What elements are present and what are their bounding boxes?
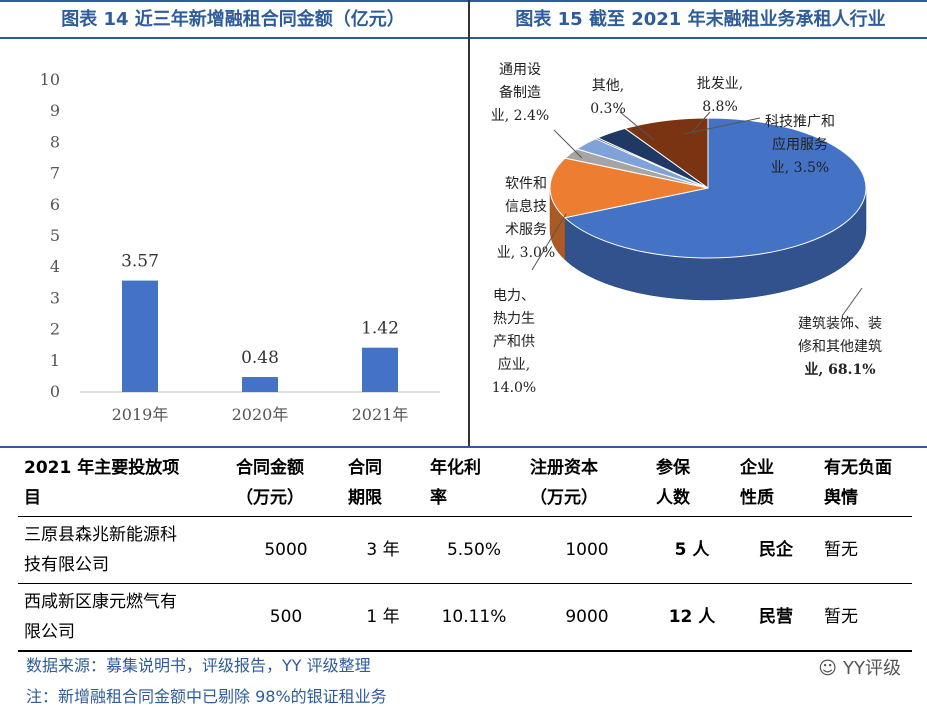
y-tick-label: 1 <box>50 351 60 370</box>
cell-term: 3 年 <box>342 516 424 584</box>
header-project: 2021 年主要投放项目 <box>18 450 230 517</box>
bar <box>242 377 278 392</box>
right-chart-title: 图表 15 截至 2021 年末融租业务承租人行业 <box>515 9 886 30</box>
y-tick-label: 3 <box>50 288 60 307</box>
pie-leader-line <box>531 213 567 271</box>
y-tick-label: 0 <box>50 382 60 401</box>
y-tick-label: 4 <box>50 257 60 276</box>
header-capital: 注册资本 （万元） <box>524 450 650 517</box>
pie-label: 业, 2.4% <box>491 108 549 124</box>
investment-table: 2021 年主要投放项目 合同金额 （万元） 合同 期限 年化利率 注册资本 （万元）… <box>18 450 912 652</box>
pie-leader-line <box>683 117 761 135</box>
pie-label: 8.8% <box>702 99 738 115</box>
cell-nature: 民企 <box>734 516 818 584</box>
exclusion-note: 注：新增融租合同金额中已剔除 98%的银证租业务 <box>26 687 387 706</box>
pie-label: 业, 3.0% <box>497 245 555 261</box>
header-rate: 年化利率 <box>424 450 524 517</box>
y-tick-label: 8 <box>50 132 60 151</box>
pie-slice <box>549 157 709 219</box>
watermark: ☺ YY评级 <box>818 658 901 679</box>
pie-slices <box>549 117 867 259</box>
pie-label: 批发业, <box>697 76 743 92</box>
x-tick-label: 2021年 <box>352 405 409 424</box>
table-header-row: 2021 年主要投放项目 合同金额 （万元） 合同 期限 年化利率 注册资本 （万元）… <box>18 450 912 517</box>
bar-chart: 0 1 2 3 4 5 6 7 8 9 10 3.57 2019年 0.48 2020年 1.42 2021年 <box>40 70 440 424</box>
pie-label: 业, 68.1% <box>804 362 875 378</box>
cell-negative: 暂无 <box>818 583 912 652</box>
pie-leader-line <box>691 111 711 133</box>
x-tick-label: 2020年 <box>232 405 289 424</box>
cell-amount: 5000 <box>230 516 342 584</box>
pie-label: 信息技 <box>505 198 547 215</box>
y-tick-label: 7 <box>50 164 60 183</box>
pie-label: 其他, <box>592 78 624 94</box>
y-tick-label: 10 <box>40 70 60 89</box>
cell-nature: 民营 <box>734 583 818 652</box>
y-tick-label: 6 <box>50 195 60 214</box>
cell-capital: 9000 <box>524 583 650 652</box>
title-rule <box>0 37 927 39</box>
panel-divider <box>468 0 470 448</box>
header-negative: 有无负面 舆情 <box>818 450 912 517</box>
pie-label: 建筑装饰、装 <box>798 316 882 332</box>
pie-slice <box>563 117 867 259</box>
bar-series: 3.57 2019年 0.48 2020年 1.42 2021年 <box>112 252 409 424</box>
pie-label: 应用服务 <box>772 136 828 153</box>
bar <box>362 347 398 392</box>
bar-y-axis: 0 1 2 3 4 5 6 7 8 9 10 <box>40 70 60 401</box>
pie-label: 应业, <box>498 356 530 373</box>
cell-rate: 5.50% <box>424 516 524 584</box>
table-row: 西咸新区康元燃气有 限公司 500 1 年 10.11% 9000 12 人 民营… <box>18 583 912 652</box>
pie-label: 业, 3.5% <box>771 160 829 176</box>
pie-label: 热力生 <box>493 311 535 327</box>
cell-project: 三原县森兆新能源科 技有限公司 <box>18 516 230 584</box>
pie-leader-line <box>841 287 863 317</box>
pie-label: 科技推广和 <box>765 114 835 130</box>
x-tick-label: 2019年 <box>112 405 169 424</box>
header-term: 合同 期限 <box>342 450 424 517</box>
cell-amount: 500 <box>230 583 342 652</box>
pie-label: 产和供 <box>493 334 535 350</box>
pie-label: 备制造 <box>499 84 541 101</box>
source-note: 数据来源：募集说明书，评级报告，YY 评级整理 <box>26 656 371 675</box>
pie-label: 修和其他建筑 <box>798 339 882 355</box>
pie-leader-line <box>619 111 655 141</box>
header-nature: 企业 性质 <box>734 450 818 517</box>
pie-label: 术服务 <box>505 222 547 238</box>
table-row: 三原县森兆新能源科 技有限公司 5000 3 年 5.50% 1000 5 人 民… <box>18 516 912 584</box>
bar-data-label: 1.42 <box>361 319 399 339</box>
pie-leader-lines <box>531 111 863 317</box>
pie-label: 软件和 <box>505 176 547 192</box>
bar-data-label: 0.48 <box>241 348 279 368</box>
cell-insured: 5 人 <box>650 516 734 584</box>
cell-negative: 暂无 <box>818 516 912 584</box>
y-tick-label: 2 <box>50 320 60 339</box>
cell-term: 1 年 <box>342 583 424 652</box>
pie-label: 14.0% <box>492 380 536 396</box>
header-insured: 参保 人数 <box>650 450 734 517</box>
wechat-icon: ☺ <box>818 658 837 679</box>
y-tick-label: 9 <box>50 101 60 120</box>
pie-label: 电力、 <box>493 288 535 304</box>
charts-bottom-rule <box>0 446 927 448</box>
cell-capital: 1000 <box>524 516 650 584</box>
pie-slice <box>623 117 709 189</box>
bar-data-label: 3.57 <box>121 252 159 272</box>
bar <box>122 280 158 392</box>
cell-insured: 12 人 <box>650 583 734 652</box>
top-rule <box>0 0 927 2</box>
pie-label: 通用设 <box>499 62 541 78</box>
cell-project: 西咸新区康元燃气有 限公司 <box>18 583 230 652</box>
header-amount: 合同金额 （万元） <box>230 450 342 517</box>
pie-leader-line <box>553 129 583 159</box>
y-tick-label: 5 <box>50 226 60 245</box>
pie-label: 0.3% <box>590 101 626 117</box>
left-chart-title: 图表 14 近三年新增融租合同金额（亿元） <box>61 9 405 30</box>
cell-rate: 10.11% <box>424 583 524 652</box>
